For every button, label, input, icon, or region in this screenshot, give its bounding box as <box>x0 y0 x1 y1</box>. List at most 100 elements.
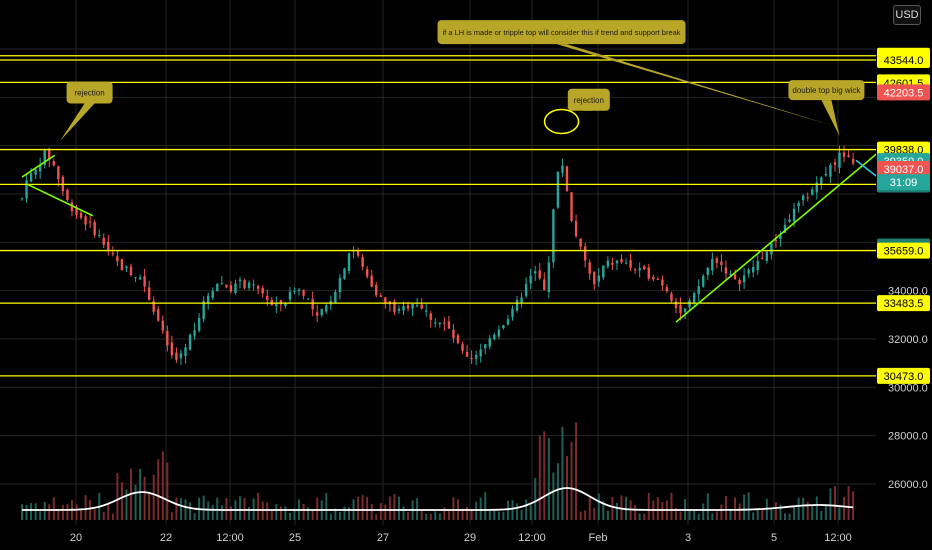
volume-bar <box>284 506 287 520</box>
price-axis[interactable]: 32000.030000.028000.026000.043722.043544… <box>876 0 932 550</box>
volume-bar <box>25 504 28 520</box>
candle-body <box>474 354 478 359</box>
candle-body <box>697 286 700 295</box>
volume-bar <box>189 502 192 520</box>
candle-body <box>729 273 732 275</box>
volume-bar <box>139 468 142 520</box>
candle-body <box>511 308 514 317</box>
currency-button[interactable]: USD <box>893 5 921 25</box>
volume-bar <box>729 509 732 520</box>
candle-body <box>293 291 296 293</box>
candle-body <box>266 295 269 301</box>
candle-body <box>52 161 55 166</box>
candle-body <box>706 267 709 275</box>
annotation-box <box>567 88 610 111</box>
volume-bar <box>316 497 319 520</box>
candle-body <box>375 285 378 296</box>
candle-body <box>752 267 755 273</box>
candle-body <box>347 253 351 271</box>
time-axis[interactable]: 20 22 12:00 25 27 29 12:00 Feb 3 5 12:00 <box>0 525 876 550</box>
candle-body <box>661 279 664 286</box>
price-label-text: 35659.0 <box>884 246 924 258</box>
candle-body <box>320 308 323 316</box>
volume-bar <box>93 509 96 520</box>
candle-body <box>170 342 174 356</box>
candle-body <box>779 235 782 239</box>
volume-bar <box>793 506 796 520</box>
candle-body <box>384 297 387 303</box>
candle-body <box>615 260 619 264</box>
candle-body <box>547 262 551 293</box>
volume-bar <box>838 507 841 520</box>
annotation-text: double top big wick <box>792 86 861 95</box>
candle-body <box>574 221 578 237</box>
volume-bar <box>157 459 160 520</box>
volume-bar <box>216 497 219 520</box>
volume-bar <box>647 493 650 520</box>
volume-bar <box>193 513 196 520</box>
volume-bar <box>447 511 450 520</box>
candle-body <box>393 301 396 313</box>
volume-bar <box>829 488 832 520</box>
candle-body <box>175 352 178 360</box>
volume-bar <box>497 511 500 520</box>
candle-body <box>234 283 237 294</box>
annotations[interactable]: rejection rejection if a LH is made or tri… <box>60 20 865 141</box>
candle-body <box>225 284 228 288</box>
volume-bar <box>434 511 437 520</box>
candle-body <box>593 271 596 285</box>
candle-body <box>770 242 773 255</box>
volume-bar <box>770 509 773 520</box>
volume-bar <box>334 508 337 520</box>
candle-body <box>438 322 442 324</box>
candle-body <box>152 301 155 312</box>
candle-body <box>502 325 505 329</box>
volume-bar <box>39 511 42 520</box>
annotation-note: rejection <box>60 81 113 141</box>
rejection-circle <box>543 108 580 135</box>
candle-body <box>692 293 696 303</box>
candle-body <box>824 173 828 176</box>
volume-bar <box>774 502 777 520</box>
candle-body <box>643 266 646 270</box>
candle-body <box>538 270 541 279</box>
price-label: 39037.0 <box>877 160 930 177</box>
candle-body <box>161 320 164 331</box>
price-label-text: 43544.0 <box>884 55 924 67</box>
volume-bar <box>584 510 587 520</box>
annotation-note: rejection <box>561 88 610 111</box>
time-tick-label: 22 <box>160 532 172 544</box>
volume-bar <box>734 497 737 520</box>
volume-bar <box>220 505 223 520</box>
volume-bar <box>756 509 759 520</box>
candle-body <box>683 308 687 313</box>
candle-body <box>102 237 105 245</box>
candle-body <box>75 208 78 215</box>
candle-body <box>66 189 69 200</box>
candle-body <box>98 234 101 236</box>
volume-bar <box>638 513 641 520</box>
volume-bar <box>561 426 564 520</box>
candle-body <box>679 304 682 314</box>
volume-bar <box>711 513 714 520</box>
volume-bar <box>302 503 305 520</box>
volume-bar <box>738 503 741 520</box>
candle-body <box>806 197 809 199</box>
annotation-note: if a LH is made or tripple top will cons… <box>437 20 836 127</box>
candle-body <box>425 310 428 312</box>
candle-body <box>93 222 96 236</box>
candle-body <box>597 275 600 282</box>
candle-body <box>34 169 37 175</box>
volume-bar <box>511 500 514 520</box>
volume-bar <box>634 504 637 520</box>
candle-body <box>783 224 787 233</box>
candle-body <box>529 275 532 284</box>
candle-body <box>520 297 523 303</box>
price-tick-label: 30000.0 <box>888 382 928 394</box>
candle-body <box>252 284 255 286</box>
candle-body <box>797 202 800 207</box>
volume-bar <box>161 451 164 520</box>
candle-body <box>166 331 169 346</box>
volume-bar <box>116 472 119 520</box>
